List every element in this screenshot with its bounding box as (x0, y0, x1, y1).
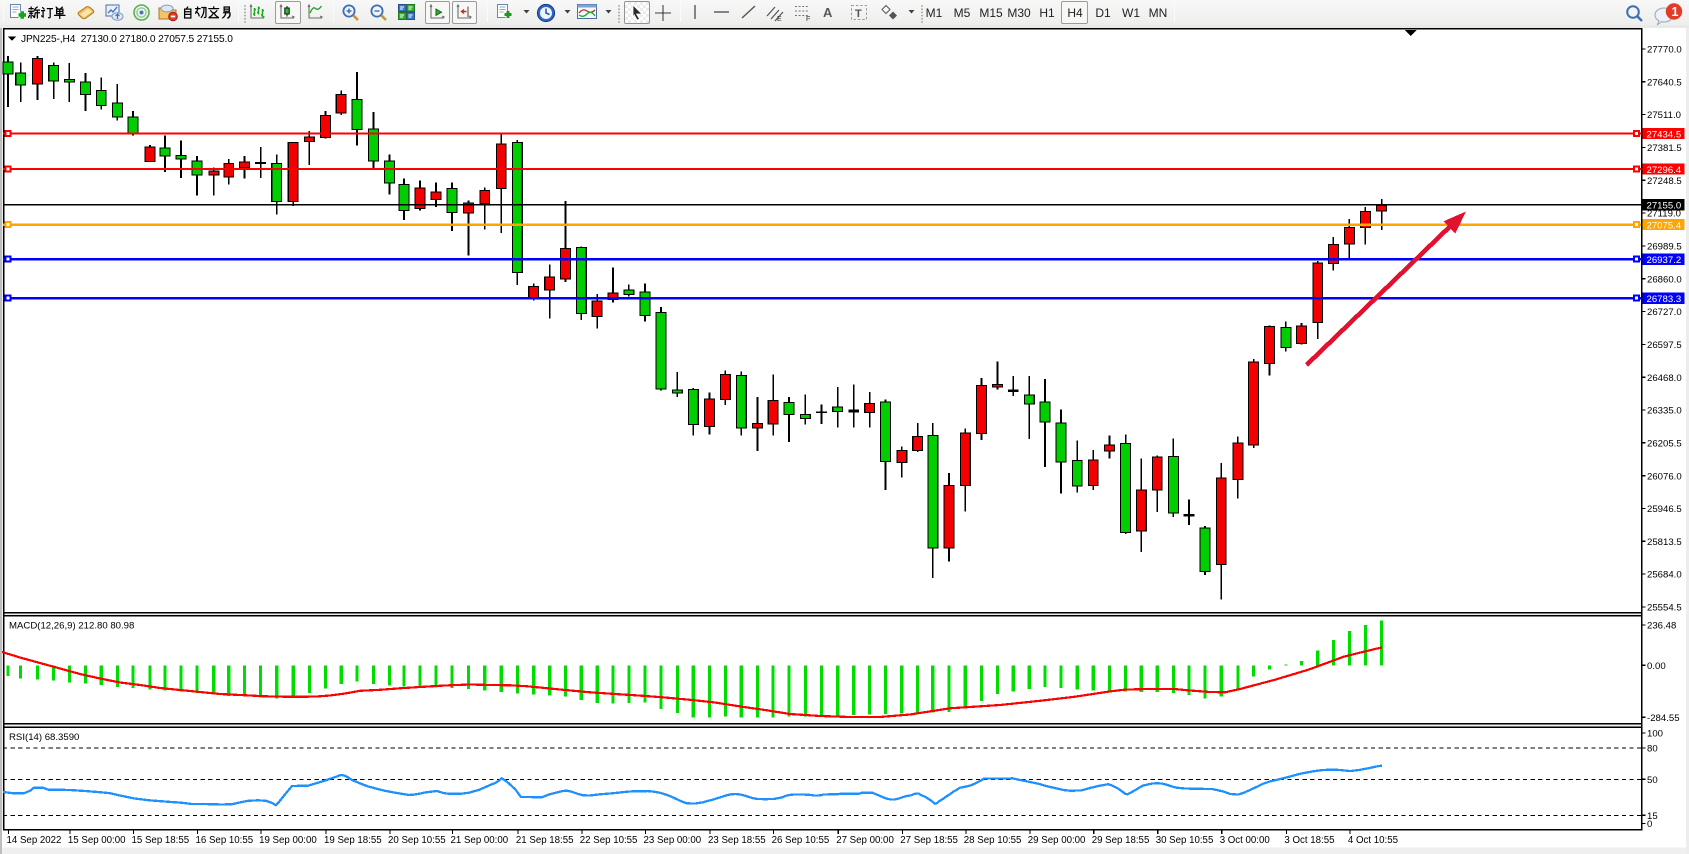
svg-text:14 Sep 2022: 14 Sep 2022 (7, 835, 62, 846)
svg-text:27434.5: 27434.5 (1647, 129, 1682, 140)
svg-text:1: 1 (1672, 5, 1679, 19)
svg-text:23 Sep 00:00: 23 Sep 00:00 (644, 835, 702, 846)
svg-text:27296.4: 27296.4 (1647, 165, 1682, 176)
svg-text:21 Sep 18:55: 21 Sep 18:55 (516, 835, 574, 846)
svg-text:0.00: 0.00 (1647, 661, 1666, 672)
svg-text:26727.0: 26727.0 (1647, 307, 1682, 318)
svg-text:26860.0: 26860.0 (1647, 274, 1682, 285)
svg-text:26783.3: 26783.3 (1647, 294, 1682, 305)
svg-text:0: 0 (1647, 819, 1652, 830)
svg-text:26937.2: 26937.2 (1647, 255, 1682, 266)
svg-text:26989.5: 26989.5 (1647, 242, 1682, 253)
svg-text:E: E (777, 16, 782, 22)
svg-text:27511.0: 27511.0 (1647, 110, 1681, 121)
svg-text:50: 50 (1647, 775, 1658, 786)
svg-text:MACD(12,26,9) 212.80 80.98: MACD(12,26,9) 212.80 80.98 (9, 621, 134, 632)
svg-text:15 Sep 00:00: 15 Sep 00:00 (68, 835, 126, 846)
svg-text:27381.5: 27381.5 (1647, 143, 1682, 154)
svg-text:27640.5: 27640.5 (1647, 77, 1682, 88)
svg-text:27 Sep 00:00: 27 Sep 00:00 (836, 835, 894, 846)
svg-text:JPN225-,H4 27130.0 27180.0 27: JPN225-,H4 27130.0 27180.0 27057.5 27155… (21, 34, 233, 45)
svg-text:15: 15 (1647, 811, 1658, 822)
svg-text:26205.5: 26205.5 (1647, 438, 1682, 449)
svg-text:29 Sep 18:55: 29 Sep 18:55 (1092, 835, 1150, 846)
svg-text:20 Sep 10:55: 20 Sep 10:55 (388, 835, 446, 846)
svg-text:-284.55: -284.55 (1647, 713, 1680, 724)
svg-text:26 Sep 10:55: 26 Sep 10:55 (772, 835, 830, 846)
svg-text:RSI(14) 68.3590: RSI(14) 68.3590 (9, 732, 79, 743)
svg-text:27770.0: 27770.0 (1647, 45, 1682, 56)
svg-text:21 Sep 00:00: 21 Sep 00:00 (451, 835, 509, 846)
svg-text:30 Sep 10:55: 30 Sep 10:55 (1156, 835, 1214, 846)
svg-text:25684.0: 25684.0 (1647, 570, 1682, 581)
svg-text:25946.5: 25946.5 (1647, 504, 1682, 515)
svg-text:22 Sep 10:55: 22 Sep 10:55 (580, 835, 638, 846)
svg-text:T: T (855, 8, 862, 20)
svg-text:27248.5: 27248.5 (1647, 176, 1682, 187)
svg-text:26468.0: 26468.0 (1647, 373, 1682, 384)
svg-text:3 Oct 18:55: 3 Oct 18:55 (1284, 835, 1334, 846)
svg-text:29 Sep 00:00: 29 Sep 00:00 (1028, 835, 1086, 846)
svg-text:15 Sep 18:55: 15 Sep 18:55 (132, 835, 190, 846)
svg-text:F: F (806, 16, 810, 22)
svg-text:27075.4: 27075.4 (1647, 220, 1682, 231)
svg-text:27155.0: 27155.0 (1647, 201, 1682, 212)
svg-text:25813.5: 25813.5 (1647, 537, 1682, 548)
svg-text:100: 100 (1647, 729, 1663, 740)
svg-text:27119.0: 27119.0 (1647, 209, 1681, 220)
svg-text:26597.5: 26597.5 (1647, 340, 1682, 351)
svg-text:26076.0: 26076.0 (1647, 471, 1682, 482)
svg-text:236.48: 236.48 (1647, 621, 1676, 632)
svg-text:19 Sep 18:55: 19 Sep 18:55 (324, 835, 382, 846)
svg-text:19 Sep 00:00: 19 Sep 00:00 (259, 835, 317, 846)
svg-text:27 Sep 18:55: 27 Sep 18:55 (900, 835, 958, 846)
svg-text:4 Oct 10:55: 4 Oct 10:55 (1348, 835, 1398, 846)
svg-text:3 Oct 00:00: 3 Oct 00:00 (1220, 835, 1271, 846)
svg-text:28 Sep 10:55: 28 Sep 10:55 (964, 835, 1022, 846)
svg-text:80: 80 (1647, 744, 1658, 755)
svg-text:16 Sep 10:55: 16 Sep 10:55 (196, 835, 254, 846)
svg-text:25554.5: 25554.5 (1647, 603, 1682, 614)
svg-text:26335.0: 26335.0 (1647, 406, 1682, 417)
svg-text:23 Sep 18:55: 23 Sep 18:55 (708, 835, 766, 846)
